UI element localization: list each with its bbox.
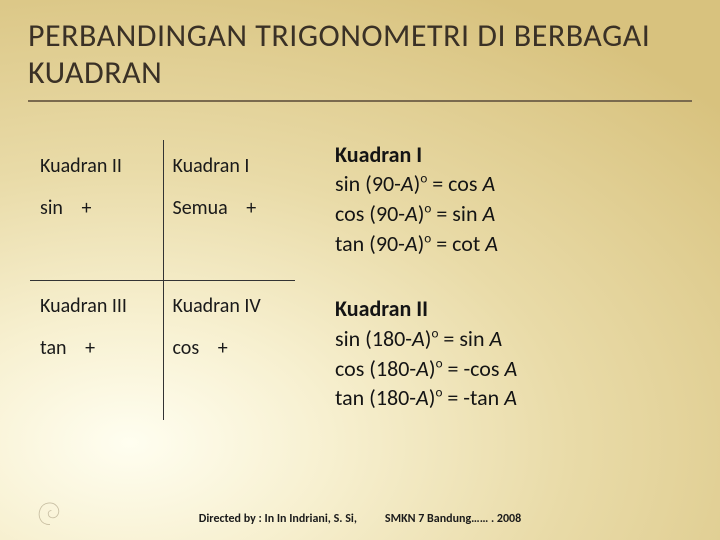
q3-value: tan + xyxy=(40,332,157,364)
q1-func: Semua xyxy=(173,196,228,220)
quadrant-cell-i: Kuadran I Semua + xyxy=(163,140,296,280)
fg1-line2: cos (90-A)o = sin A xyxy=(335,199,692,229)
q3-sign: + xyxy=(85,332,95,364)
q4-label: Kuadran IV xyxy=(173,290,290,322)
q2-func: sin xyxy=(40,196,63,220)
q1-label: Kuadran I xyxy=(173,150,290,182)
quadrant-cell-ii: Kuadran II sin + xyxy=(30,140,163,280)
fg2-line3: tan (180-A)o = -tan A xyxy=(335,383,692,413)
q3-label: Kuadran III xyxy=(40,290,157,322)
slide-title: PERBANDINGAN TRIGONOMETRI DI BERBAGAI KU… xyxy=(28,18,692,102)
fg2-line1: sin (180-A)o = sin A xyxy=(335,324,692,354)
q4-value: cos + xyxy=(173,332,290,364)
footer: Directed by : In In Indriani, S. Si, SMK… xyxy=(0,512,720,526)
q1-value: Semua + xyxy=(173,192,290,224)
footer-school: SMKN 7 Bandung…… . 2008 xyxy=(385,512,521,526)
q2-value: sin + xyxy=(40,192,157,224)
content-area: Kuadran II sin + Kuadran I Semua + Kuadr… xyxy=(28,140,692,450)
formula-group-q1: Kuadran I sin (90-A)o = cos A cos (90-A)… xyxy=(335,140,692,259)
fg2-head: Kuadran II xyxy=(335,294,692,324)
q1-sign: + xyxy=(246,192,256,224)
q4-sign: + xyxy=(218,332,228,364)
footer-author: Directed by : In In Indriani, S. Si, xyxy=(199,512,357,526)
quadrant-cell-iii: Kuadran III tan + xyxy=(30,280,163,420)
fg1-line1: sin (90-A)o = cos A xyxy=(335,169,692,199)
quadrant-cell-iv: Kuadran IV cos + xyxy=(163,280,296,420)
quadrant-grid: Kuadran II sin + Kuadran I Semua + Kuadr… xyxy=(30,140,295,420)
q2-label: Kuadran II xyxy=(40,150,157,182)
q3-func: tan xyxy=(40,336,67,360)
formula-panel: Kuadran I sin (90-A)o = cos A cos (90-A)… xyxy=(335,140,692,450)
formula-group-q2: Kuadran II sin (180-A)o = sin A cos (180… xyxy=(335,294,692,413)
q4-func: cos xyxy=(173,336,200,360)
fg1-line3: tan (90-A)o = cot A xyxy=(335,229,692,259)
q2-sign: + xyxy=(81,192,91,224)
fg1-head: Kuadran I xyxy=(335,140,692,170)
fg2-line2: cos (180-A)o = -cos A xyxy=(335,354,692,384)
